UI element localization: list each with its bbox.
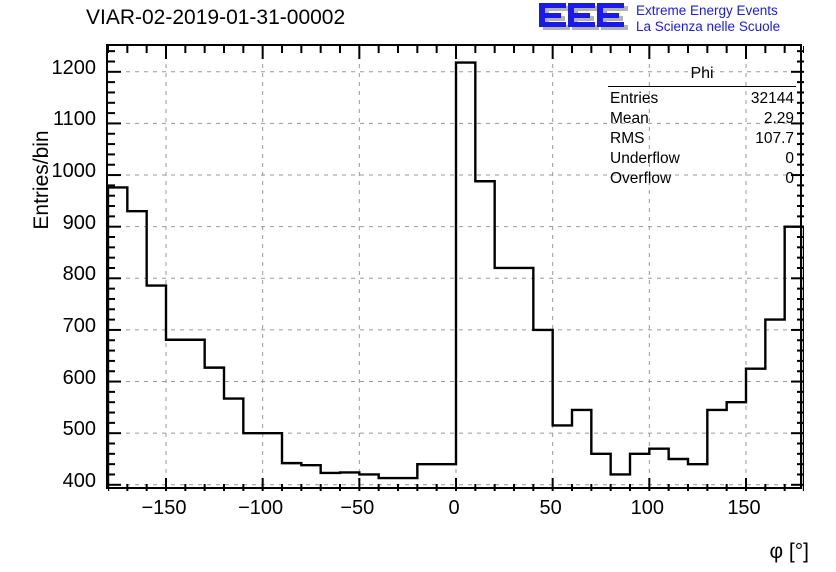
eee-logo-text: Extreme Energy Events La Scienza nelle S… (636, 3, 780, 34)
stats-row-key: Entries (610, 90, 659, 107)
stats-row-key: Overflow (610, 170, 672, 187)
eee-logo: Extreme Energy Events La Scienza nelle S… (538, 2, 834, 36)
histogram-plot (108, 46, 804, 491)
y-axis-tick-label: 800 (62, 263, 96, 286)
x-axis-tick-label: 150 (727, 497, 761, 519)
stats-box-title: Phi (690, 65, 714, 82)
x-axis-tick-label: 0 (448, 497, 460, 519)
y-axis-tick-label: 400 (62, 469, 96, 492)
stats-row-key: Underflow (610, 150, 680, 167)
stats-row-value: 0 (785, 170, 794, 187)
x-axis-title: φ [°] (769, 540, 809, 563)
stats-row: Underflow 0 (604, 150, 800, 168)
stats-row: RMS 107.7 (604, 130, 800, 148)
stats-row: Entries 32144 (604, 90, 800, 108)
page-title: VIAR-02-2019-01-31-00002 (86, 6, 346, 29)
x-axis-tick-label: 100 (630, 497, 665, 519)
stats-row-value: 107.7 (755, 130, 794, 147)
stats-box: Phi Entries 32144 Mean 2.29 RMS 107.7 Underflo… (604, 64, 800, 193)
stats-row-value: 0 (785, 150, 794, 167)
stats-row: Overflow 0 (604, 170, 800, 188)
stats-row-value: 2.29 (763, 110, 794, 127)
x-axis-tick-label: −100 (238, 497, 284, 519)
y-axis-tick-label: 700 (62, 314, 96, 337)
y-axis-tick-label: 1000 (51, 160, 97, 183)
stats-row-value: 32144 (750, 90, 794, 107)
eee-logo-line1: Extreme Energy Events (636, 3, 778, 18)
x-axis-tick-label: 50 (539, 497, 562, 519)
stats-row-key: RMS (610, 130, 645, 147)
y-axis-tick-label: 1100 (52, 108, 96, 131)
eee-logo-mark (539, 3, 628, 30)
stats-box-divider (608, 86, 796, 87)
x-axis-tick-label: −50 (340, 497, 375, 519)
x-axis-tick-label: −150 (141, 497, 187, 519)
plot-frame (106, 44, 804, 491)
stats-row-key: Mean (610, 110, 649, 127)
y-axis-tick-label: 900 (62, 211, 96, 234)
stats-row: Mean 2.29 (604, 110, 800, 128)
y-axis-tick-label: 1200 (51, 56, 97, 79)
y-axis-tick-label: 500 (62, 418, 96, 441)
eee-logo-line2: La Scienza nelle Scuole (636, 18, 781, 34)
y-axis-tick-label: 600 (62, 366, 96, 389)
